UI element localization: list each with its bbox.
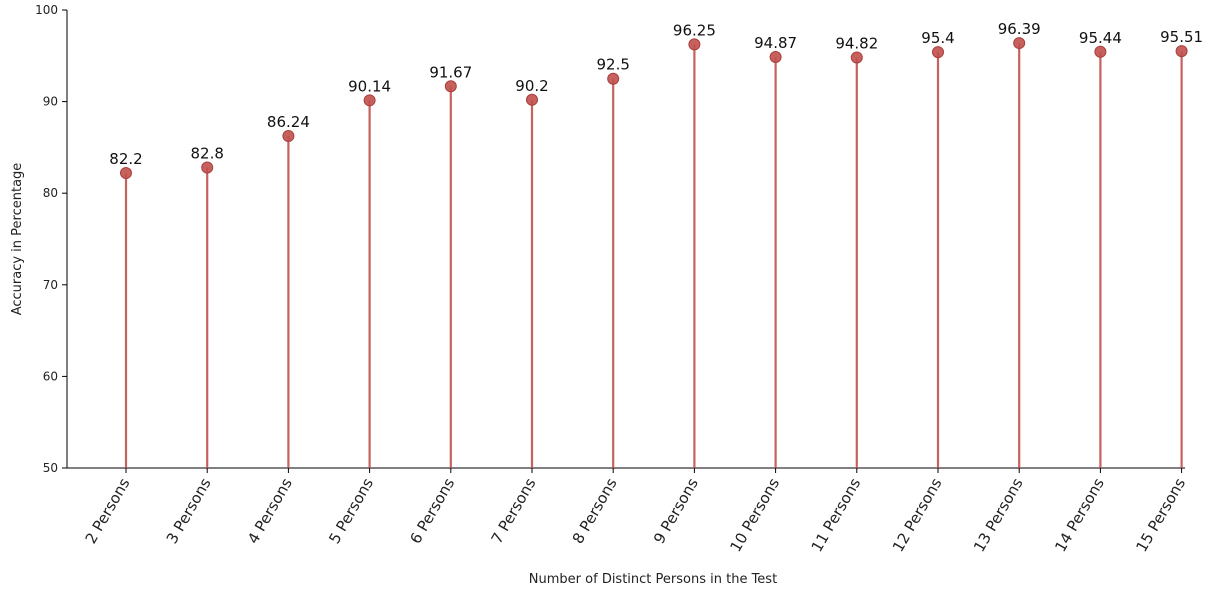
data-label: 96.39 [998, 20, 1041, 38]
x-tick-label: 10 Persons [726, 475, 783, 555]
lollipop-marker [1094, 45, 1107, 58]
x-tick-label: 3 Persons [163, 475, 215, 547]
lollipop-marker [932, 46, 944, 59]
lollipop-marker [1013, 37, 1026, 50]
data-label: 90.2 [515, 77, 548, 95]
lollipop-marker [282, 130, 295, 143]
x-tick-label: 6 Persons [406, 475, 458, 547]
x-tick-label: 5 Persons [325, 475, 377, 547]
data-label: 94.82 [835, 34, 878, 52]
lollipop-marker [607, 72, 620, 85]
x-axis-title: Number of Distinct Persons in the Test [529, 572, 777, 587]
lollipop-marker [688, 38, 701, 51]
lollipop-marker [850, 51, 863, 64]
y-tick-label: 90 [43, 95, 58, 109]
data-label: 94.87 [754, 34, 797, 52]
x-tick-label: 11 Persons [808, 475, 865, 555]
data-label: 95.51 [1160, 28, 1203, 46]
y-tick-label: 60 [43, 369, 58, 383]
x-tick-label: 9 Persons [650, 475, 702, 547]
x-tick-label: 8 Persons [569, 475, 621, 547]
data-label: 92.5 [596, 56, 629, 74]
lollipop-marker [526, 93, 538, 106]
data-label: 86.24 [267, 113, 310, 131]
lollipop-marker [201, 161, 214, 174]
lollipop-marker [120, 167, 132, 180]
lollipop-marker [769, 50, 782, 63]
y-axis-title: Accuracy in Percentage [10, 163, 25, 316]
data-label: 95.44 [1079, 29, 1122, 47]
y-ticks: 50 60 70 80 90 100 [35, 3, 67, 475]
x-tick-label: 14 Persons [1051, 475, 1108, 555]
data-label: 95.4 [921, 29, 954, 47]
data-label: 91.67 [429, 63, 472, 81]
lollipop-marks: 82.2 82.8 86.24 90.14 91.67 90.2 92.5 96.25 94.8… [109, 20, 1203, 468]
lollipop-marker [1175, 45, 1188, 58]
data-label: 82.8 [190, 145, 223, 163]
y-tick-label: 70 [43, 278, 58, 292]
y-tick-label: 80 [43, 186, 58, 200]
lollipop-marker [444, 80, 457, 93]
x-tick-label: 12 Persons [889, 475, 946, 555]
x-ticks: 2 Persons 3 Persons 4 Persons 5 Persons 6 Pe… [82, 468, 1189, 555]
lollipop-marker [363, 94, 376, 107]
y-tick-label: 50 [43, 461, 58, 475]
data-label: 90.14 [348, 77, 391, 95]
x-tick-label: 7 Persons [488, 475, 540, 547]
data-label: 96.25 [673, 21, 716, 39]
x-tick-label: 15 Persons [1132, 475, 1189, 555]
x-tick-label: 2 Persons [82, 475, 134, 547]
x-tick-label: 4 Persons [244, 475, 296, 547]
data-label: 82.2 [109, 150, 142, 168]
y-tick-label: 100 [35, 3, 58, 17]
x-tick-label: 13 Persons [970, 475, 1027, 555]
